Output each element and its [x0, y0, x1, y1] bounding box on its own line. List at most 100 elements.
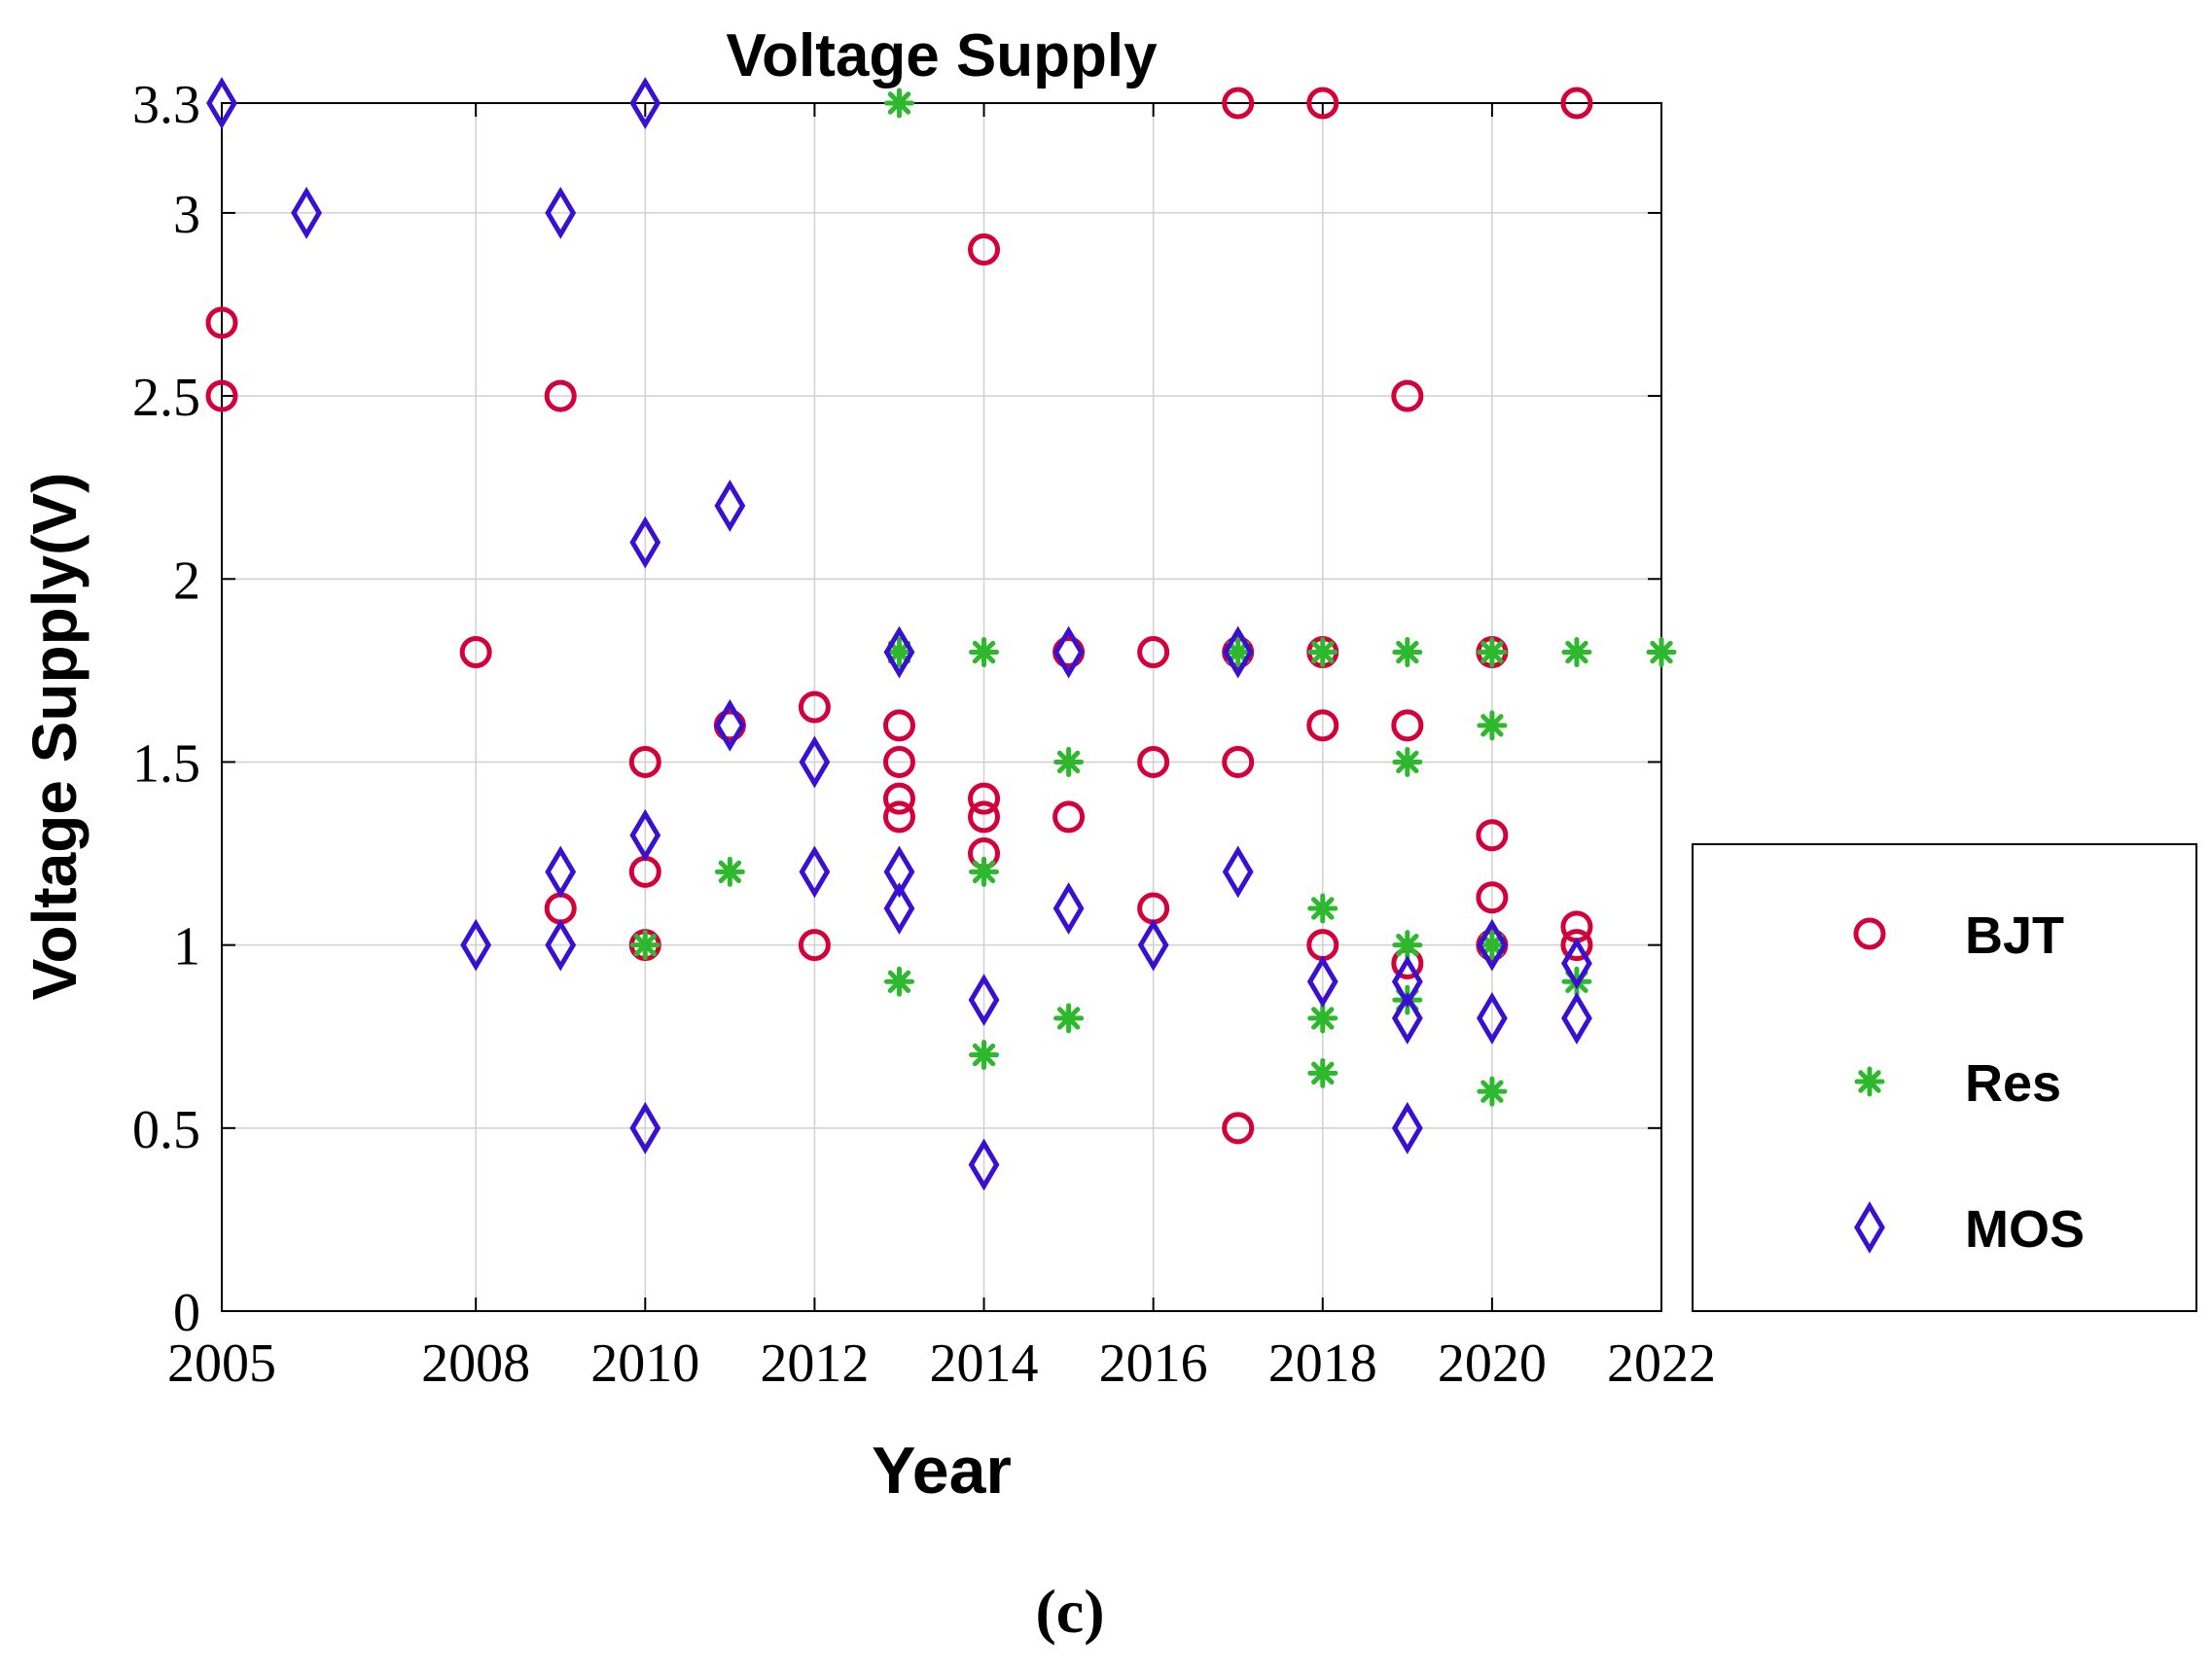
- x-axis-label: Year: [872, 1434, 1012, 1508]
- bjt-point: [1137, 745, 1170, 778]
- x-tick-label: 2012: [760, 1333, 869, 1394]
- y-axis-label: Voltage Supply(V): [19, 473, 89, 1001]
- bjt-point: [798, 929, 831, 962]
- res-point: [883, 966, 914, 997]
- mos-point: [883, 625, 915, 679]
- legend-item-res: Res: [1854, 1054, 2061, 1113]
- bjt-point: [1052, 800, 1086, 834]
- res-point: [883, 637, 914, 668]
- mos-point: [1476, 918, 1508, 972]
- mos-point: [1391, 955, 1423, 1009]
- bjt-point: [205, 306, 238, 339]
- res-point: [1392, 746, 1423, 777]
- legend-marker-res: [1854, 1066, 1885, 1097]
- legend-label-res: Res: [1965, 1054, 2061, 1113]
- bjt-point: [1222, 745, 1255, 778]
- res-point: [969, 856, 1000, 887]
- res-point: [1392, 930, 1423, 961]
- mos-point: [1391, 1101, 1423, 1155]
- res-point: [1223, 637, 1254, 668]
- series-mos: [206, 77, 1592, 1191]
- bjt-point: [882, 782, 915, 815]
- res-point: [714, 856, 745, 887]
- bjt-point: [1222, 1112, 1255, 1145]
- res-point: [1477, 710, 1508, 741]
- mos-point: [629, 515, 661, 569]
- mos-point: [883, 845, 915, 899]
- bjt-point: [882, 745, 915, 778]
- bjt-point: [1476, 881, 1509, 914]
- y-tick-label: 0.5: [132, 1100, 200, 1160]
- bjt-point: [1222, 87, 1255, 120]
- res-point: [1307, 1057, 1338, 1088]
- mos-point: [1476, 991, 1508, 1045]
- res-point: [1477, 1076, 1508, 1107]
- mos-point: [968, 1138, 1000, 1191]
- mos-point: [1561, 991, 1592, 1045]
- mos-point: [883, 882, 915, 935]
- x-tick-label: 2016: [1099, 1333, 1208, 1394]
- res-point: [969, 1040, 1000, 1071]
- y-tick-label: 2: [173, 551, 200, 611]
- mos-point: [629, 77, 661, 129]
- mos-point: [1306, 955, 1338, 1009]
- res-point: [1307, 637, 1338, 668]
- y-tick-label: 0: [173, 1283, 200, 1343]
- mos-point: [206, 77, 237, 129]
- bjt-point: [459, 636, 492, 669]
- mos-point: [1561, 937, 1592, 990]
- res-point: [1646, 637, 1677, 668]
- x-tick-label: 2005: [167, 1333, 276, 1394]
- res-point: [629, 930, 660, 961]
- res-point: [1477, 930, 1508, 961]
- bjt-point: [882, 709, 915, 742]
- legend-item-mos: MOS: [1854, 1200, 2085, 1259]
- bjt-point: [968, 233, 1001, 266]
- legend-box: [1692, 843, 2197, 1312]
- legend-label-bjt: BJT: [1965, 906, 2064, 965]
- y-tick-label: 1.5: [132, 733, 200, 794]
- bjt-point: [1391, 709, 1424, 742]
- legend-marker-mos: [1854, 1201, 1885, 1254]
- bjt-point: [1476, 819, 1509, 852]
- res-point: [1053, 746, 1085, 777]
- bjt-point: [1560, 929, 1593, 962]
- mos-point: [545, 186, 577, 239]
- x-tick-label: 2008: [421, 1333, 530, 1394]
- data-points: [205, 77, 1677, 1191]
- bjt-point: [1306, 709, 1339, 742]
- mos-point: [968, 974, 1000, 1027]
- mos-point: [545, 918, 577, 972]
- mos-point: [629, 808, 661, 862]
- mos-point: [714, 480, 746, 532]
- series-res: [629, 88, 1677, 1107]
- res-point: [1392, 637, 1423, 668]
- res-point: [1561, 637, 1592, 668]
- bjt-point: [544, 379, 577, 412]
- bjt-point: [205, 379, 238, 412]
- bjt-point: [1137, 636, 1170, 669]
- res-point: [1307, 1003, 1338, 1034]
- mos-point: [1222, 625, 1254, 679]
- mos-point: [291, 186, 322, 239]
- plot-frame: [221, 102, 1662, 1312]
- x-tick-label: 2020: [1438, 1333, 1547, 1394]
- x-tick-label: 2014: [930, 1333, 1039, 1394]
- figure-caption: (c): [1035, 1577, 1104, 1646]
- mos-point: [1222, 845, 1254, 899]
- mos-point: [799, 845, 831, 899]
- mos-point: [629, 1101, 661, 1155]
- bjt-point: [628, 745, 661, 778]
- legend-marker-bjt: [1853, 917, 1886, 950]
- mos-point: [714, 698, 746, 752]
- mos-point: [1391, 991, 1423, 1045]
- bjt-point: [1306, 87, 1339, 120]
- y-tick-label: 3: [173, 185, 200, 245]
- res-point: [969, 637, 1000, 668]
- res-point: [1053, 1003, 1085, 1034]
- res-point: [1477, 637, 1508, 668]
- y-tick-label: 1: [173, 917, 200, 977]
- x-tick-label: 2022: [1607, 1333, 1716, 1394]
- y-tick-label: 2.5: [132, 368, 200, 428]
